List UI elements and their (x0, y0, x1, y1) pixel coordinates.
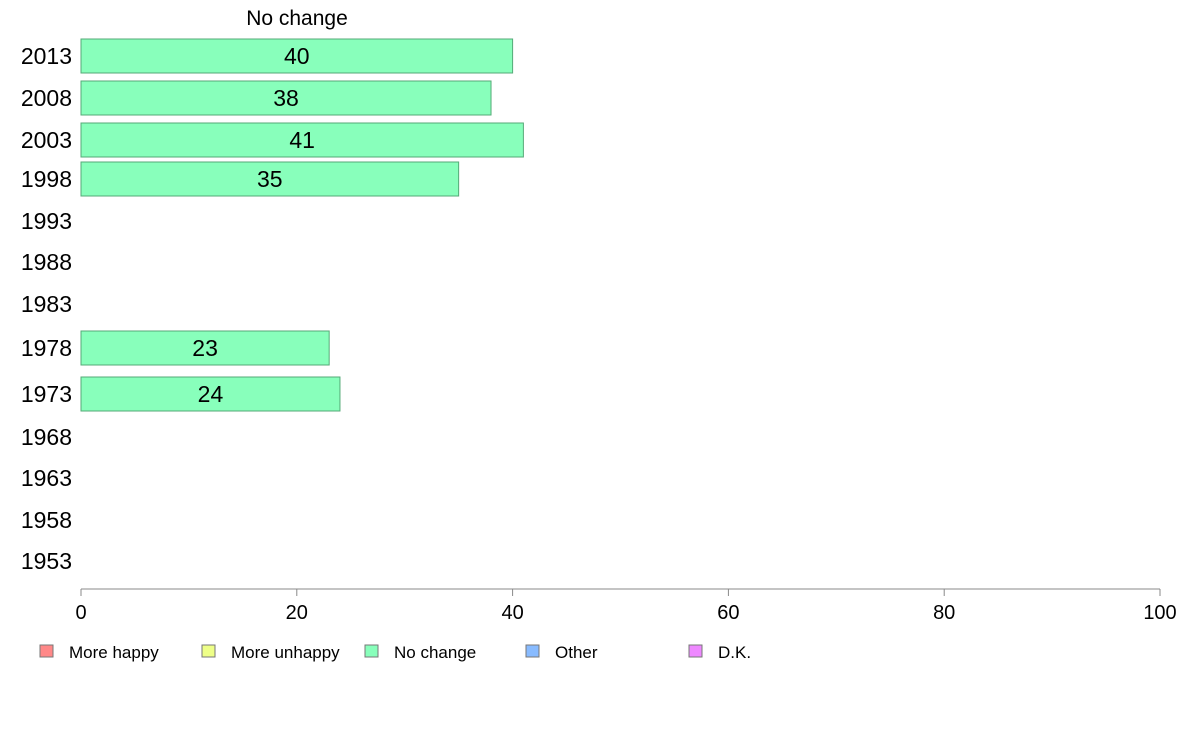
x-tick-label: 0 (75, 602, 86, 624)
bar-value-label: 41 (289, 127, 315, 153)
legend-swatch (201, 644, 216, 658)
bar (80, 161, 460, 197)
category-label: 1973 (21, 381, 72, 407)
bar-value-label: 23 (192, 335, 218, 361)
legend-label: No change (394, 643, 476, 662)
x-tick-label: 20 (286, 602, 308, 624)
category-label: 2008 (21, 85, 72, 111)
legend-label: D.K. (718, 643, 751, 662)
category-label: 1993 (21, 208, 72, 234)
bars (80, 38, 524, 412)
category-label: 1978 (21, 335, 72, 361)
chart-title: No change (246, 7, 348, 30)
category-label: 1963 (21, 465, 72, 491)
category-label: 1958 (21, 507, 72, 533)
category-labels: 2013 2008 2003 1998 1993 1988 1983 1978 1973 1968… (21, 43, 72, 574)
category-label: 1953 (21, 548, 72, 574)
legend-swatch (39, 644, 54, 658)
category-label: 1983 (21, 291, 72, 317)
bar-value-label: 35 (257, 166, 283, 192)
category-label: 1988 (21, 249, 72, 275)
bar (80, 122, 524, 158)
category-label: 2013 (21, 43, 72, 69)
legend-label: Other (555, 643, 598, 662)
legend-swatch (364, 644, 379, 658)
bar (80, 376, 341, 412)
legend-swatch (688, 644, 703, 658)
bar (80, 38, 514, 74)
bar-value-label: 24 (198, 381, 224, 407)
category-label: 2003 (21, 127, 72, 153)
category-label: 1998 (21, 166, 72, 192)
legend-label: More happy (69, 643, 159, 662)
category-label: 1968 (21, 424, 72, 450)
x-tick-label: 40 (501, 602, 523, 624)
legend-swatch (525, 644, 540, 658)
x-tick-label: 100 (1143, 602, 1176, 624)
bar (80, 330, 330, 366)
x-tick-label: 60 (717, 602, 739, 624)
x-tick-label: 80 (933, 602, 955, 624)
x-axis-ticks: 0 20 40 60 80 100 (75, 589, 1177, 624)
legend-label: More unhappy (231, 643, 340, 662)
bar-value-label: 40 (284, 43, 310, 69)
bar (80, 80, 492, 116)
bar-value-label: 38 (273, 85, 299, 111)
legend: More happy More unhappy No change Other D.K. (39, 643, 751, 662)
